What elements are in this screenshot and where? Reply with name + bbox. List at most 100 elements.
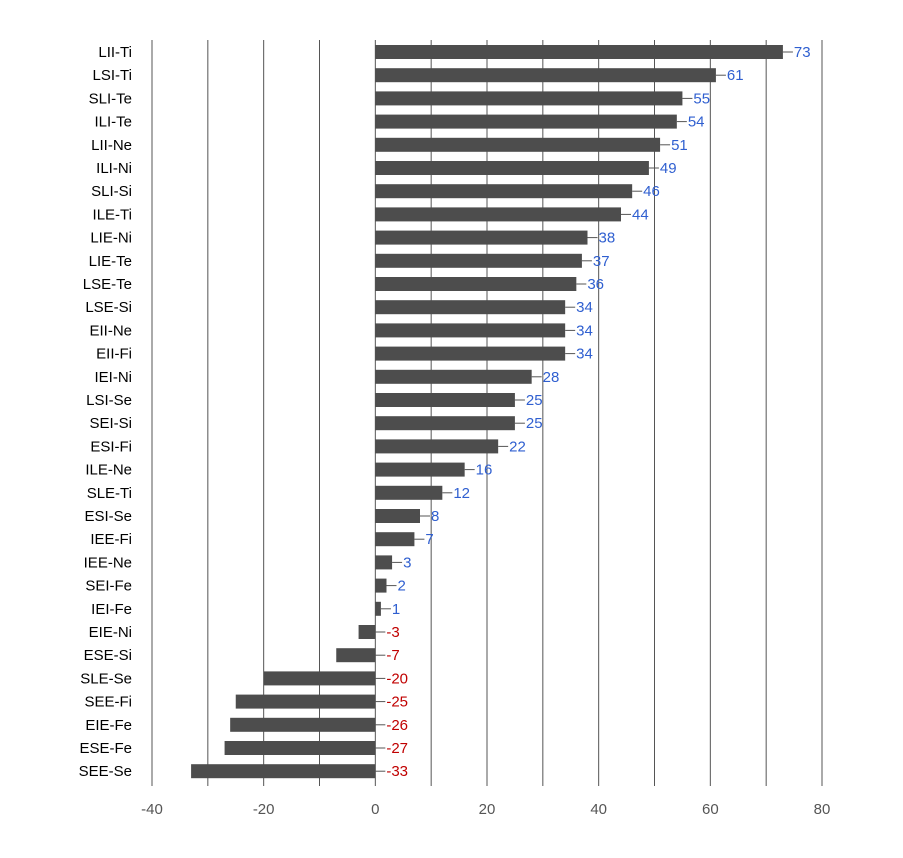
category-label: LIE-Te	[89, 253, 132, 270]
value-label: 28	[543, 369, 560, 386]
value-label: 36	[587, 276, 604, 293]
value-label: 46	[643, 183, 660, 200]
labels: -40 -20 0 20 40 60 80 LII-Ti 73 LSI-Ti 61 SLI-Te 55 I…	[79, 44, 831, 818]
bar	[375, 277, 577, 291]
x-tick-label: 40	[590, 801, 607, 818]
bar	[375, 253, 582, 268]
bar	[375, 68, 716, 83]
bar	[375, 416, 515, 431]
value-label: 54	[688, 114, 705, 131]
bar	[375, 393, 515, 407]
category-label: LIE-Ni	[90, 230, 132, 247]
value-label: 22	[509, 438, 526, 455]
value-label: 3	[403, 554, 411, 571]
gridlines	[151, 40, 823, 786]
bar	[375, 532, 415, 547]
bar	[230, 717, 376, 732]
category-label: EIE-Fe	[85, 717, 132, 734]
bar	[375, 439, 499, 454]
category-label: SEI-Fe	[85, 578, 132, 595]
bar	[375, 161, 649, 175]
bar	[375, 578, 387, 593]
category-label: IEE-Ne	[84, 554, 132, 571]
category-label: LSE-Si	[85, 299, 132, 316]
bar	[375, 509, 420, 523]
value-label: 73	[794, 44, 811, 61]
category-label: SLE-Se	[80, 670, 132, 687]
category-label: SLI-Si	[91, 183, 132, 200]
category-label: SEE-Fi	[84, 694, 132, 711]
bar	[375, 184, 633, 199]
value-label: 34	[576, 322, 593, 339]
bar	[375, 369, 532, 384]
bar	[375, 91, 683, 106]
category-label: EII-Ne	[89, 322, 132, 339]
bar	[375, 485, 443, 500]
value-label: -3	[386, 624, 399, 641]
category-label: ESI-Se	[84, 508, 132, 525]
category-label: ILE-Ne	[85, 462, 132, 479]
bar	[375, 300, 566, 315]
x-tick-label: 60	[702, 801, 719, 818]
value-label: -26	[386, 717, 408, 734]
bar	[358, 625, 376, 639]
category-label: ESI-Fi	[90, 438, 132, 455]
category-label: LSI-Se	[86, 392, 132, 409]
category-label: SEE-Se	[79, 763, 132, 780]
value-label: 1	[392, 601, 400, 618]
value-label: 37	[593, 253, 610, 270]
bar	[235, 694, 376, 709]
category-label: ILE-Ti	[93, 206, 132, 223]
value-label: 34	[576, 346, 593, 363]
value-label: 44	[632, 206, 649, 223]
bar	[263, 671, 376, 686]
value-label: -33	[386, 763, 408, 780]
value-label: 51	[671, 137, 688, 154]
value-label: 2	[398, 578, 406, 595]
x-tick-label: 0	[371, 801, 379, 818]
category-label: ILI-Ni	[96, 160, 132, 177]
value-label: 38	[599, 230, 616, 247]
bar	[375, 601, 381, 616]
category-label: SLE-Ti	[87, 485, 132, 502]
value-label: 55	[693, 90, 710, 107]
value-label: 8	[431, 508, 439, 525]
value-label: 16	[476, 462, 493, 479]
bar	[375, 230, 588, 245]
value-label: -27	[386, 740, 408, 757]
x-tick-label: -20	[253, 801, 275, 818]
category-label: ESE-Fe	[79, 740, 132, 757]
category-label: ESE-Si	[84, 647, 132, 664]
x-tick-label: 20	[479, 801, 496, 818]
bar	[336, 648, 376, 663]
value-label: -7	[386, 647, 399, 664]
value-label: -25	[386, 694, 408, 711]
category-label: IEE-Fi	[90, 531, 132, 548]
category-label: LII-Ne	[91, 137, 132, 154]
category-label: EIE-Ni	[89, 624, 132, 641]
bars	[191, 45, 783, 779]
bar	[375, 462, 465, 477]
bar	[191, 764, 376, 779]
category-label: SLI-Te	[89, 90, 132, 107]
category-label: IEI-Ni	[95, 369, 133, 386]
category-label: IEI-Fe	[91, 601, 132, 618]
x-tick-label: 80	[814, 801, 831, 818]
category-label: LSE-Te	[83, 276, 132, 293]
category-label: LSI-Ti	[93, 67, 132, 84]
x-tick-label: -40	[141, 801, 163, 818]
value-label: 25	[526, 415, 543, 432]
bar	[375, 207, 621, 222]
value-label: 12	[453, 485, 470, 502]
bar	[375, 45, 783, 59]
bar	[375, 346, 566, 361]
value-label: -20	[386, 670, 408, 687]
value-label: 49	[660, 160, 677, 177]
category-label: SEI-Si	[89, 415, 132, 432]
bar	[224, 741, 376, 755]
category-label: EII-Fi	[96, 346, 132, 363]
category-label: LII-Ti	[98, 44, 132, 61]
value-label: 7	[425, 531, 433, 548]
category-label: ILI-Te	[94, 114, 132, 131]
